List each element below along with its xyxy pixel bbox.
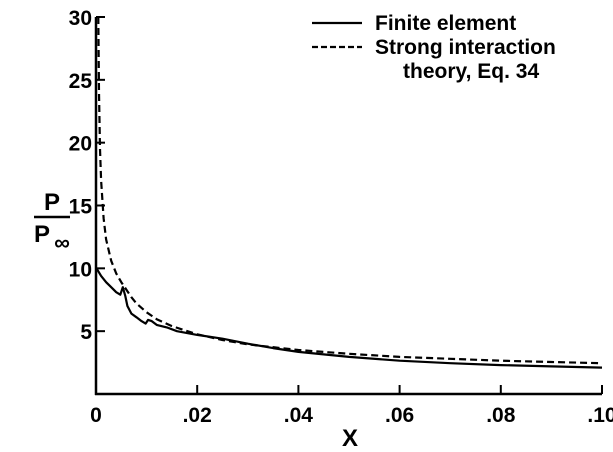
- legend-label: Finite element: [375, 12, 516, 35]
- x-axis-label: X: [342, 425, 358, 452]
- series-line-finite-element: [95, 267, 603, 369]
- y-tick-label: 20: [69, 133, 92, 156]
- x-tick-label: .04: [284, 404, 314, 427]
- series-line-strong-interaction: [97, 16, 603, 365]
- series-group: [95, 16, 603, 369]
- y-tick-label: 15: [69, 196, 93, 219]
- axis-labels: X P P ∞: [34, 189, 358, 452]
- y-axis-label: P P ∞: [34, 189, 70, 255]
- y-label-numerator: P: [44, 189, 60, 216]
- x-tick-label: .02: [183, 404, 212, 427]
- y-tick-label: 30: [69, 7, 92, 30]
- y-label-denominator: P: [34, 221, 50, 248]
- x-tick-label: .06: [385, 404, 414, 427]
- y-tick-label: 25: [69, 70, 93, 93]
- y-tick-label: 10: [69, 258, 92, 281]
- x-tick-label: .08: [486, 404, 516, 427]
- y-label-subscript: ∞: [54, 230, 70, 255]
- legend-label: Strong interaction: [375, 36, 556, 59]
- x-tick-label: 0: [90, 404, 102, 427]
- x-tick-label: .10: [587, 404, 613, 427]
- y-tick-label: 5: [80, 321, 92, 344]
- legend-label: theory, Eq. 34: [403, 60, 539, 83]
